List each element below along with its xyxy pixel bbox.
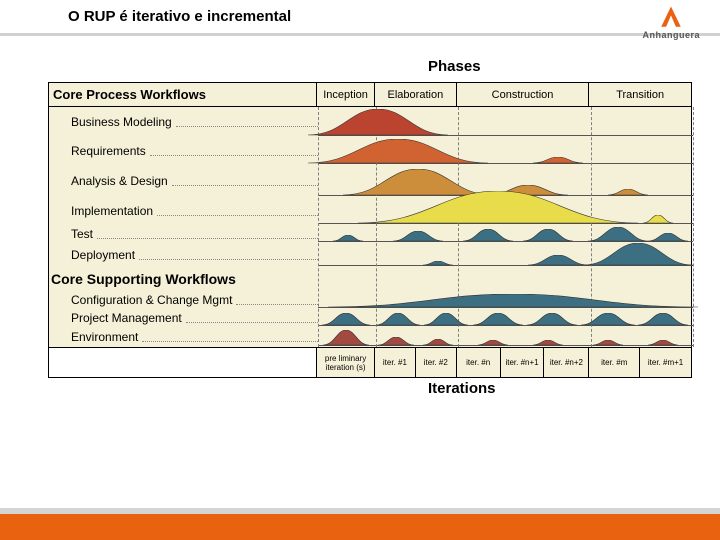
workflow-body: Business Modeling Requirements Analysis & … [49, 107, 691, 347]
workflow-row: Business Modeling [49, 107, 691, 137]
iteration-cell: iter. #n+2 [544, 348, 589, 377]
workflow-row: Configuration & Change Mgmt [49, 291, 691, 309]
header-bar: O RUP é iterativo e incremental [0, 0, 720, 36]
workflow-label: Requirements [49, 144, 318, 158]
workflow-row: Project Management [49, 309, 691, 327]
logo-text: Anhanguera [642, 30, 700, 40]
workflow-chart [318, 327, 693, 347]
workflow-label: Configuration & Change Mgmt [49, 293, 318, 307]
iteration-cell: pre liminary iteration (s) [317, 348, 375, 377]
workflow-label: Business Modeling [49, 115, 318, 129]
phases-title: Phases [428, 58, 481, 75]
header-cell-workflows: Core Process Workflows [49, 83, 317, 106]
workflow-label: Deployment [49, 248, 318, 262]
workflow-label: Environment [49, 330, 318, 344]
iteration-cell: iter. #1 [375, 348, 416, 377]
iteration-cell: iter. #m [589, 348, 640, 377]
iteration-cell: iter. #n [457, 348, 501, 377]
workflow-row: Environment [49, 327, 691, 347]
iterations-title: Iterations [428, 380, 496, 397]
phase-header-row: Core Process WorkflowsInceptionElaborati… [49, 83, 691, 107]
section-header: Core Supporting Workflows [49, 267, 691, 291]
workflow-label: Project Management [49, 311, 318, 325]
workflow-chart [318, 243, 693, 267]
iteration-cell: iter. #n+1 [501, 348, 545, 377]
footer-orange-bar [0, 514, 720, 540]
workflow-row: Deployment [49, 243, 691, 267]
logo-icon [658, 4, 684, 30]
iter-spacer [49, 348, 317, 377]
workflow-chart [318, 225, 693, 243]
phase-header-elaboration: Elaboration [375, 83, 457, 106]
page-title: O RUP é iterativo e incremental [68, 8, 291, 25]
workflow-chart [318, 107, 693, 137]
iteration-row: pre liminary iteration (s)iter. #1iter. … [49, 347, 691, 377]
workflow-chart [318, 197, 693, 225]
workflow-row: Implementation [49, 197, 691, 225]
workflow-chart [318, 309, 693, 327]
phase-header-transition: Transition [589, 83, 691, 106]
iteration-cell: iter. #m+1 [640, 348, 691, 377]
diagram-table: Core Process WorkflowsInceptionElaborati… [48, 82, 692, 378]
workflow-label: Test [49, 227, 318, 241]
phase-header-construction: Construction [457, 83, 590, 106]
workflow-chart [318, 291, 693, 309]
workflow-row: Test [49, 225, 691, 243]
workflow-row: Requirements [49, 137, 691, 165]
brand-logo: Anhanguera [642, 4, 700, 40]
phase-header-inception: Inception [317, 83, 375, 106]
workflow-label: Implementation [49, 204, 318, 218]
workflow-chart [318, 137, 693, 165]
workflow-label: Analysis & Design [49, 174, 318, 188]
iteration-cell: iter. #2 [416, 348, 457, 377]
